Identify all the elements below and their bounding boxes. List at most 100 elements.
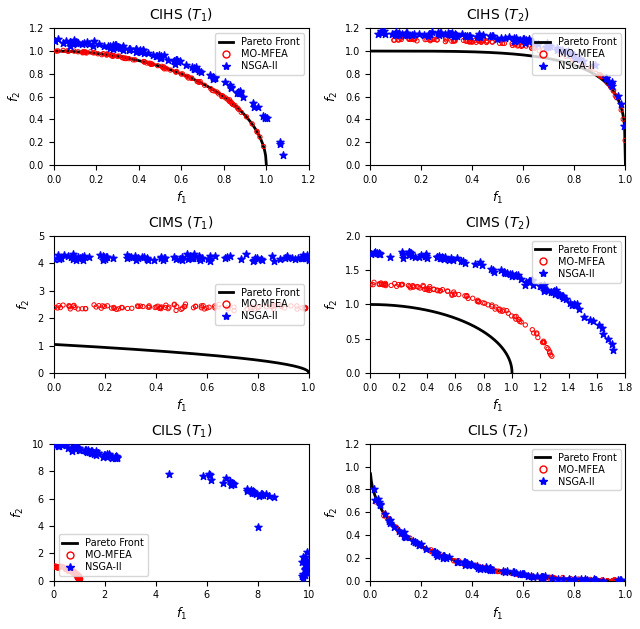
Point (300, 552, 310, 562)
Point (555, 50, 565, 60)
Point (68, 567, 78, 577)
Point (225, 95, 235, 105)
Point (509, 36, 520, 46)
Point (70, 38, 81, 48)
Point (170, 299, 180, 309)
Point (450, 35, 460, 45)
Point (412, 36, 422, 46)
Point (436, 253, 446, 263)
Point (613, 91, 623, 101)
Point (575, 574, 586, 584)
Point (187, 253, 197, 264)
Point (154, 303, 164, 313)
Point (515, 569, 525, 579)
Point (553, 574, 563, 584)
Point (405, 283, 415, 293)
Point (257, 490, 267, 500)
Point (136, 47, 146, 57)
Point (252, 253, 262, 263)
Point (49, 254, 59, 264)
Point (435, 253, 445, 264)
Point (541, 573, 551, 583)
Point (582, 576, 593, 586)
Point (544, 573, 554, 583)
Point (509, 270, 520, 281)
Point (486, 264, 497, 274)
Point (538, 571, 548, 581)
Point (67, 567, 77, 577)
Point (394, 279, 404, 289)
Point (550, 289, 560, 299)
Point (448, 255, 458, 265)
Point (106, 51, 116, 61)
Point (456, 256, 467, 266)
Point (300, 303, 310, 313)
Point (113, 42, 123, 52)
Point (180, 301, 190, 311)
Point (300, 560, 310, 570)
Point (527, 43, 537, 53)
Point (397, 279, 408, 289)
Point (470, 259, 480, 269)
Point (434, 250, 444, 260)
Point (444, 255, 454, 265)
Point (108, 44, 118, 54)
Point (511, 568, 522, 578)
Point (242, 304, 252, 314)
Point (511, 311, 521, 321)
Point (577, 575, 588, 585)
Point (280, 303, 290, 313)
Point (431, 252, 442, 262)
Point (77, 252, 87, 262)
Point (301, 560, 311, 571)
Y-axis label: $f_2$: $f_2$ (323, 299, 340, 310)
Point (396, 528, 406, 538)
Point (538, 337, 548, 347)
Point (156, 52, 166, 62)
Point (193, 253, 204, 264)
Point (412, 538, 422, 548)
Point (169, 300, 179, 310)
Point (528, 281, 538, 291)
Point (404, 247, 414, 257)
Point (160, 63, 170, 73)
Point (401, 532, 411, 542)
Point (260, 489, 271, 499)
Point (542, 38, 552, 48)
Point (56, 253, 66, 263)
Point (547, 351, 557, 361)
Point (65, 302, 75, 312)
Point (226, 480, 236, 490)
Point (391, 30, 401, 40)
Point (72, 569, 83, 579)
Point (567, 300, 577, 310)
Point (99, 450, 109, 460)
Point (548, 573, 559, 583)
Point (499, 38, 509, 48)
Point (61, 564, 72, 574)
Point (572, 299, 582, 309)
Point (287, 253, 297, 264)
Point (410, 252, 420, 262)
Point (156, 51, 166, 61)
Point (374, 279, 385, 289)
Point (564, 575, 575, 585)
Point (410, 537, 420, 547)
Point (525, 572, 535, 582)
Point (66, 443, 76, 453)
Point (257, 489, 268, 499)
Point (449, 29, 460, 39)
Point (493, 566, 504, 576)
Point (62, 563, 72, 573)
Point (484, 31, 495, 42)
Point (517, 569, 527, 579)
Point (574, 304, 584, 314)
Point (449, 36, 459, 46)
Point (81, 447, 91, 457)
Legend: Pareto Front, MO-MFEA, NSGA-II: Pareto Front, MO-MFEA, NSGA-II (532, 448, 621, 491)
Point (253, 522, 263, 532)
Point (92, 448, 102, 458)
Point (54, 562, 64, 572)
Point (552, 45, 562, 55)
Point (100, 253, 110, 264)
